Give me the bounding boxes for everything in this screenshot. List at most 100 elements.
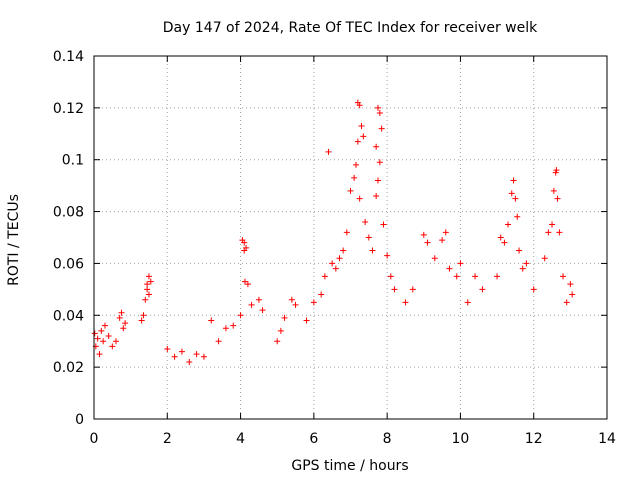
data-point [530, 286, 537, 293]
data-point [563, 299, 570, 306]
data-point [318, 291, 325, 298]
data-point [100, 338, 107, 345]
data-point [145, 291, 152, 298]
data-point [545, 229, 552, 236]
data-point [241, 278, 248, 285]
data-point [325, 148, 332, 155]
data-point [94, 335, 101, 342]
data-point [101, 322, 108, 329]
data-point [376, 110, 383, 117]
data-point [556, 229, 563, 236]
data-point [549, 221, 556, 228]
data-point [360, 133, 367, 140]
axis-ticks [93, 55, 608, 420]
data-point [144, 281, 151, 288]
y-tick-label: 0 [75, 412, 84, 428]
data-point [178, 348, 185, 355]
data-point [237, 312, 244, 319]
data-point [550, 187, 557, 194]
data-point [215, 338, 222, 345]
data-point [120, 325, 127, 332]
y-tick-label: 0.04 [53, 308, 84, 324]
y-tick-label: 0.12 [53, 101, 84, 117]
data-point [281, 314, 288, 321]
data-point [255, 296, 262, 303]
data-point [516, 247, 523, 254]
data-point [98, 327, 105, 334]
y-tick-label: 0.14 [53, 49, 84, 65]
data-point [147, 278, 154, 285]
data-point [222, 325, 229, 332]
y-axis-label: ROTI / TECUs [6, 194, 22, 286]
data-point [351, 174, 358, 181]
y-tick-label: 0.08 [53, 205, 84, 221]
data-point [116, 314, 123, 321]
data-point [274, 338, 281, 345]
data-point [356, 102, 363, 109]
data-point [376, 159, 383, 166]
data-point [523, 260, 530, 267]
data-point [560, 273, 567, 280]
data-point [354, 138, 361, 145]
data-point [514, 213, 521, 220]
data-point [303, 317, 310, 324]
chart-title: Day 147 of 2024, Rate Of TEC Index for r… [163, 20, 538, 36]
data-point [358, 123, 365, 130]
data-point [122, 320, 129, 327]
data-point [446, 265, 453, 272]
x-axis-label: GPS time / hours [291, 458, 408, 474]
y-tick-label: 0.06 [53, 256, 84, 272]
data-point [384, 252, 391, 259]
data-point [541, 255, 548, 262]
data-point [519, 265, 526, 272]
data-point [118, 309, 125, 316]
data-point [569, 291, 576, 298]
x-tick-label: 14 [598, 431, 616, 447]
data-point [140, 312, 147, 319]
data-point [288, 296, 295, 303]
grid [94, 56, 607, 419]
data-point [497, 234, 504, 241]
x-tick-label: 8 [383, 431, 392, 447]
data-point [244, 281, 251, 288]
data-point [321, 273, 328, 280]
data-point [369, 247, 376, 254]
data-point [494, 273, 501, 280]
data-point [442, 229, 449, 236]
data-point [340, 247, 347, 254]
data-point [208, 317, 215, 324]
data-point [200, 353, 207, 360]
data-point [277, 327, 284, 334]
data-point [391, 286, 398, 293]
data-point [332, 265, 339, 272]
data-point [374, 104, 381, 111]
data-point [373, 193, 380, 200]
data-point [457, 260, 464, 267]
data-point [259, 307, 266, 314]
data-point [310, 299, 317, 306]
data-point [292, 301, 299, 308]
data-point [109, 343, 116, 350]
data-point [343, 229, 350, 236]
data-point [352, 161, 359, 168]
data-point [431, 255, 438, 262]
x-tick-label: 2 [163, 431, 172, 447]
y-tick-labels: 0 0.02 0.04 0.06 0.08 0.1 0.12 0.14 [53, 49, 84, 428]
data-point [241, 247, 248, 254]
data-point [501, 239, 508, 246]
data-point [96, 351, 103, 358]
data-point [164, 345, 171, 352]
data-point [144, 286, 151, 293]
data-point [329, 260, 336, 267]
data-point [505, 221, 512, 228]
data-point [554, 195, 561, 202]
data-point [138, 317, 145, 324]
data-point [424, 239, 431, 246]
y-tick-label: 0.1 [62, 153, 84, 169]
data-point [356, 195, 363, 202]
data-point [512, 195, 519, 202]
data-point [402, 299, 409, 306]
x-tick-label: 4 [236, 431, 245, 447]
data-point [567, 281, 574, 288]
